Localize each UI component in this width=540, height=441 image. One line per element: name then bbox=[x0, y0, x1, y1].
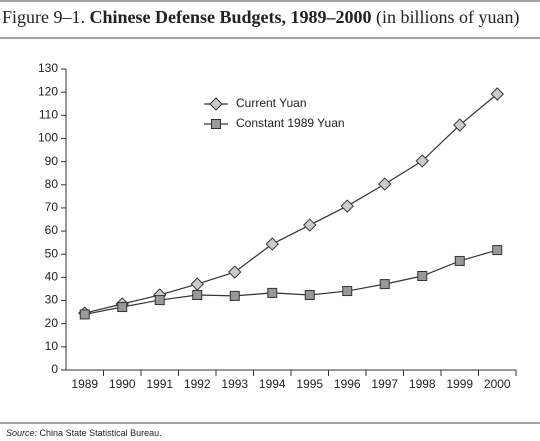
square-marker bbox=[267, 287, 278, 298]
source-note: Source: China State Statistical Bureau. bbox=[6, 428, 162, 438]
y-tick-label: 130 bbox=[38, 61, 58, 75]
y-tick-label: 60 bbox=[45, 223, 59, 237]
y-tick-label: 30 bbox=[45, 293, 59, 307]
y-tick-label: 50 bbox=[45, 246, 59, 260]
x-tick-label: 1994 bbox=[259, 377, 286, 391]
chart-title: Chinese Defense Budgets, 1989–2000 bbox=[90, 7, 372, 27]
x-tick-label: 1998 bbox=[409, 377, 436, 391]
x-tick-label: 1997 bbox=[371, 377, 398, 391]
square-marker bbox=[379, 279, 390, 290]
diamond-marker bbox=[265, 237, 279, 251]
square-marker bbox=[454, 255, 465, 266]
diamond-marker bbox=[415, 154, 429, 168]
square-marker bbox=[154, 295, 165, 306]
y-tick-label: 70 bbox=[45, 200, 59, 214]
y-tick-label: 10 bbox=[45, 339, 59, 353]
diamond-marker bbox=[228, 265, 242, 279]
y-tick-label: 40 bbox=[45, 270, 59, 284]
y-tick-label: 100 bbox=[38, 131, 58, 145]
chart-subtitle: (in billions of yuan) bbox=[376, 7, 519, 28]
legend-label: Current Yuan bbox=[236, 96, 307, 110]
legend-label: Constant 1989 Yuan bbox=[236, 116, 345, 130]
square-marker bbox=[79, 309, 90, 320]
y-tick-label: 120 bbox=[38, 84, 58, 98]
diamond-marker bbox=[340, 199, 354, 213]
legend-marker bbox=[211, 119, 221, 129]
square-marker bbox=[117, 302, 128, 313]
x-tick-label: 1993 bbox=[221, 377, 248, 391]
y-tick-label: 110 bbox=[39, 107, 58, 121]
square-marker bbox=[192, 289, 203, 300]
diamond-marker bbox=[303, 218, 317, 232]
square-marker bbox=[342, 286, 353, 297]
legend-marker bbox=[209, 97, 223, 111]
series-line bbox=[84, 249, 498, 316]
title-label: Figure 9–1. bbox=[2, 7, 85, 27]
diamond-marker bbox=[190, 277, 204, 291]
source-label: Source: bbox=[6, 428, 38, 438]
x-tick-label: 1989 bbox=[71, 377, 98, 391]
diamond-marker bbox=[453, 118, 467, 132]
chart-title-group: Figure 9–1. Chinese Defense Budgets, 198… bbox=[2, 7, 519, 28]
square-marker bbox=[417, 270, 428, 281]
square-marker bbox=[492, 245, 503, 256]
x-tick-label: 1990 bbox=[109, 377, 136, 391]
x-tick-label: 1991 bbox=[146, 377, 173, 391]
diamond-marker bbox=[378, 177, 392, 191]
x-tick-label: 1999 bbox=[446, 377, 473, 391]
diamond-marker bbox=[490, 87, 504, 101]
y-tick-label: 20 bbox=[45, 316, 59, 330]
series-line bbox=[84, 93, 498, 314]
y-tick-label: 80 bbox=[45, 177, 59, 191]
y-tick-label: 90 bbox=[45, 154, 59, 168]
square-marker bbox=[229, 290, 240, 301]
x-tick-label: 2000 bbox=[484, 377, 511, 391]
x-tick-label: 1996 bbox=[334, 377, 361, 391]
source-text: China State Statistical Bureau. bbox=[40, 428, 162, 438]
y-tick-label: 0 bbox=[51, 362, 58, 376]
x-tick-label: 1992 bbox=[184, 377, 211, 391]
square-marker bbox=[304, 289, 315, 300]
x-tick-label: 1995 bbox=[296, 377, 323, 391]
